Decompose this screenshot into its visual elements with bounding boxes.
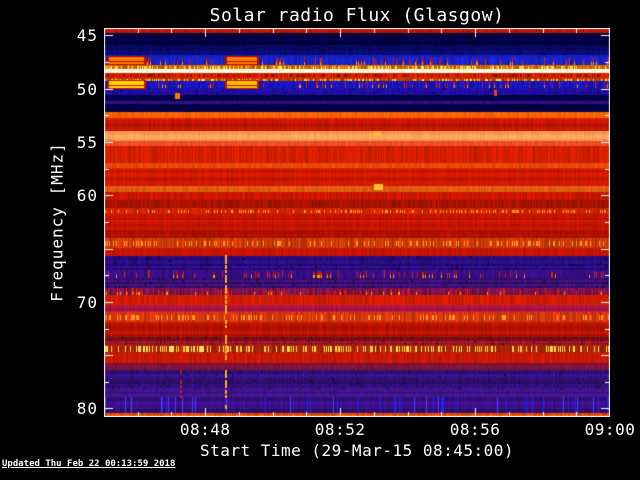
y-axis-label: Frequency [MHz] [47, 142, 67, 302]
y-tick-label: 45 [76, 26, 98, 46]
x-axis-label: Start Time (29-Mar-15 08:45:00) [199, 441, 515, 460]
x-tick-label: 08:48 [179, 420, 231, 439]
y-tick-label: 70 [76, 292, 98, 312]
spectrogram-canvas [104, 28, 610, 417]
x-tick-label: 08:52 [314, 420, 366, 439]
y-tick-label: 55 [76, 133, 98, 153]
y-tick-label: 50 [76, 79, 98, 99]
x-tick-label: 09:00 [584, 420, 636, 439]
chart-title: Solar radio Flux (Glasgow) [209, 5, 505, 26]
updated-timestamp: Updated Thu Feb 22 00:13:59 2018 [2, 459, 176, 469]
y-tick-label: 60 [76, 186, 98, 206]
y-tick-label: 80 [76, 399, 98, 419]
x-tick-label: 08:56 [449, 420, 501, 439]
